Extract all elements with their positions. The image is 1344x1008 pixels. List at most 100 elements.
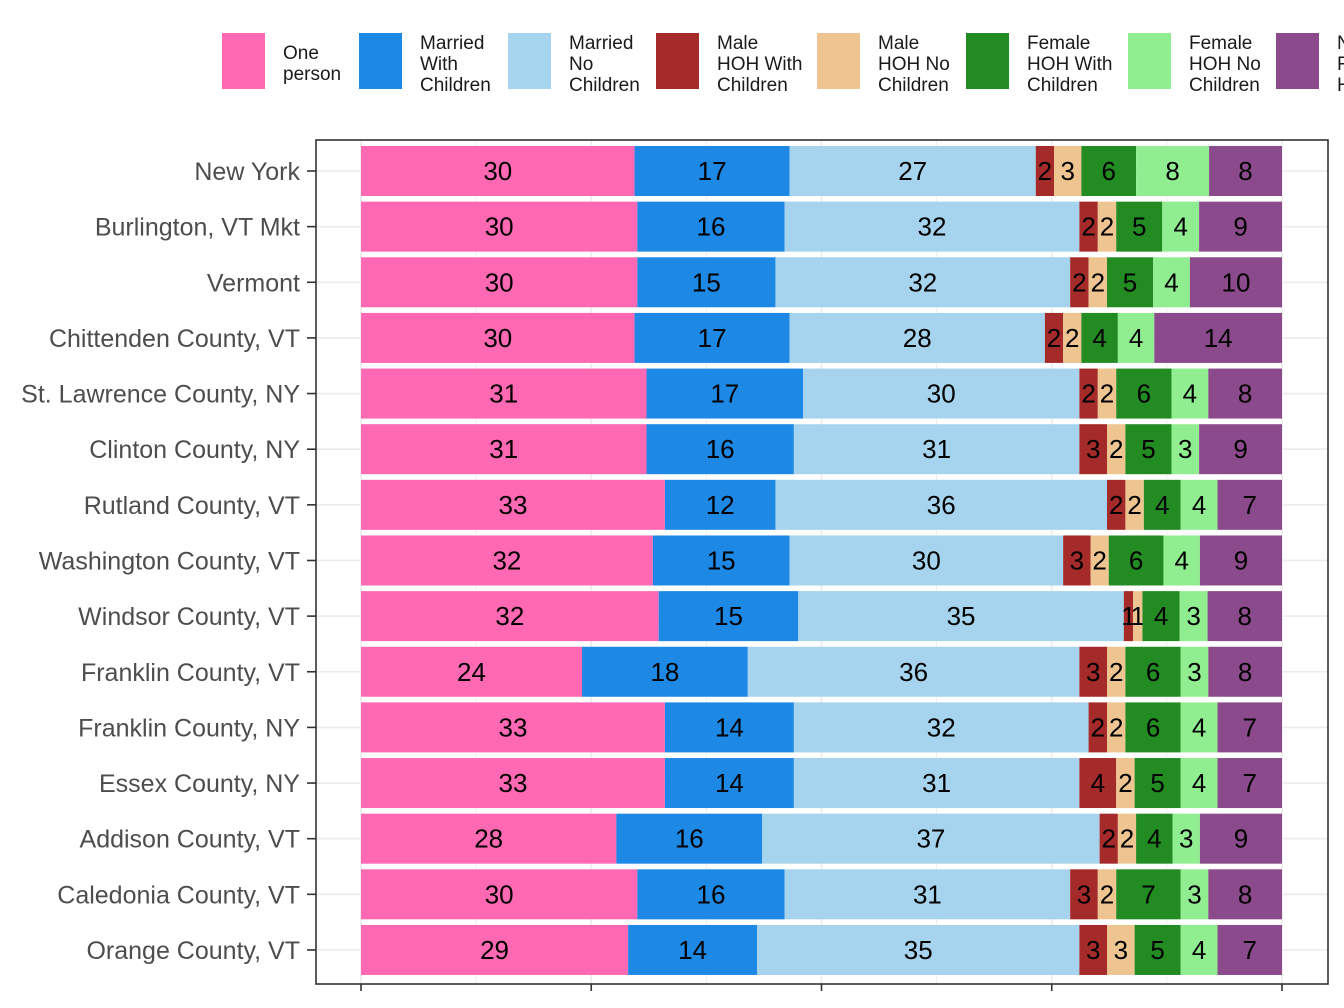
bar-value-label: 3 — [1187, 879, 1201, 909]
bar-value-label: 2 — [1109, 434, 1123, 464]
bar-segment — [1180, 646, 1209, 697]
bar-segment — [616, 813, 763, 864]
bar-value-label: 32 — [908, 267, 937, 297]
legend-label: Female — [1189, 33, 1252, 54]
bar-segment — [637, 201, 785, 252]
bar-value-label: 3 — [1086, 434, 1100, 464]
bar-segment — [646, 368, 804, 419]
bar-segment — [582, 646, 748, 697]
bar-value-label: 31 — [489, 379, 518, 409]
bar-value-label: 1 — [1131, 601, 1145, 631]
bar-segment — [1189, 257, 1282, 308]
legend-label: One — [283, 43, 319, 64]
legend-label: Female — [1027, 33, 1090, 54]
bar-segment — [1088, 257, 1108, 308]
bar-segment — [1217, 479, 1282, 530]
bar-segment — [1142, 591, 1180, 642]
category-label: Caledonia County, VT — [57, 881, 300, 909]
bar-value-label: 36 — [927, 490, 956, 520]
bar-value-label: 32 — [918, 212, 947, 242]
bar-segment — [1097, 869, 1117, 920]
bar-value-label: 30 — [485, 267, 514, 297]
category-label: Franklin County, NY — [78, 714, 300, 742]
bar-value-label: 2 — [1065, 323, 1079, 353]
bar-segment — [1199, 201, 1282, 252]
bar-segment — [361, 813, 617, 864]
bar-segment — [1134, 758, 1181, 809]
bar-segment — [757, 924, 1080, 975]
legend-key — [656, 33, 699, 89]
bar-value-label: 3 — [1186, 601, 1200, 631]
bar-value-label: 7 — [1243, 768, 1257, 798]
bar-value-label: 33 — [499, 712, 528, 742]
bar-value-label: 6 — [1137, 379, 1151, 409]
bar-segment — [1125, 646, 1181, 697]
bar-segment — [361, 257, 638, 308]
legend-key — [1276, 33, 1319, 89]
bar-value-label: 17 — [698, 323, 727, 353]
bar-segment — [1180, 924, 1218, 975]
legend-label: No — [569, 54, 593, 75]
bar-value-label: 8 — [1238, 601, 1252, 631]
bar-segment — [1180, 758, 1218, 809]
bar-segment — [1079, 924, 1108, 975]
bar-value-label: 4 — [1192, 712, 1206, 742]
bar-segment — [1090, 535, 1109, 586]
category-label: Addison County, VT — [80, 826, 300, 854]
category-label: Orange County, VT — [86, 937, 300, 965]
bar-segment — [1079, 201, 1098, 252]
category-label: Vermont — [207, 269, 300, 297]
bar-value-label: 6 — [1129, 545, 1143, 575]
legend-label: HOH With — [717, 54, 803, 75]
bar-segment — [361, 869, 638, 920]
bar-value-label: 2 — [1072, 267, 1086, 297]
bar-value-label: 24 — [457, 657, 486, 687]
bar-value-label: 16 — [706, 434, 735, 464]
bar-segment — [1116, 758, 1135, 809]
bar-value-label: 4 — [1173, 212, 1187, 242]
bar-segment — [664, 479, 776, 530]
bar-segment — [789, 312, 1045, 363]
bar-segment — [798, 591, 1124, 642]
bar-value-label: 32 — [495, 601, 524, 631]
bar-value-label: 6 — [1102, 156, 1116, 186]
legend-label: Children — [1189, 75, 1260, 96]
bar-segment — [1107, 424, 1126, 475]
legend-label: N — [1337, 33, 1344, 54]
bar-value-label: 16 — [697, 212, 726, 242]
bar-value-label: 2 — [1118, 768, 1132, 798]
bar-segment — [793, 702, 1089, 753]
legend-label: Married — [569, 33, 633, 54]
bar-value-label: 5 — [1150, 768, 1164, 798]
bar-segment — [1180, 869, 1209, 920]
bar-segment — [1209, 146, 1282, 196]
bar-value-label: 4 — [1154, 601, 1168, 631]
legend-label: HOH No — [878, 54, 950, 75]
bar-segment — [1125, 702, 1181, 753]
category-label: Rutland County, VT — [84, 492, 300, 520]
bar-segment — [1044, 312, 1064, 363]
bar-value-label: 17 — [698, 156, 727, 186]
bar-value-label: 8 — [1165, 156, 1179, 186]
bar-value-label: 32 — [927, 712, 956, 742]
bar-value-label: 15 — [714, 601, 743, 631]
bar-value-label: 4 — [1147, 824, 1161, 854]
bar-value-label: 3 — [1114, 935, 1128, 965]
bar-value-label: 2 — [1091, 267, 1105, 297]
bar-segment — [634, 146, 790, 196]
bar-value-label: 2 — [1038, 156, 1052, 186]
bar-value-label: 5 — [1132, 212, 1146, 242]
bar-segment — [1079, 424, 1108, 475]
category-label: Essex County, NY — [99, 770, 300, 798]
bar-segment — [1163, 535, 1200, 586]
bar-segment — [793, 758, 1080, 809]
bar-value-label: 2 — [1047, 323, 1061, 353]
category-label: Windsor County, VT — [78, 603, 300, 631]
bar-value-label: 3 — [1077, 879, 1091, 909]
bar-value-label: 30 — [483, 323, 512, 353]
bar-segment — [361, 646, 583, 697]
bar-value-label: 9 — [1234, 824, 1248, 854]
bar-value-label: 4 — [1183, 379, 1197, 409]
